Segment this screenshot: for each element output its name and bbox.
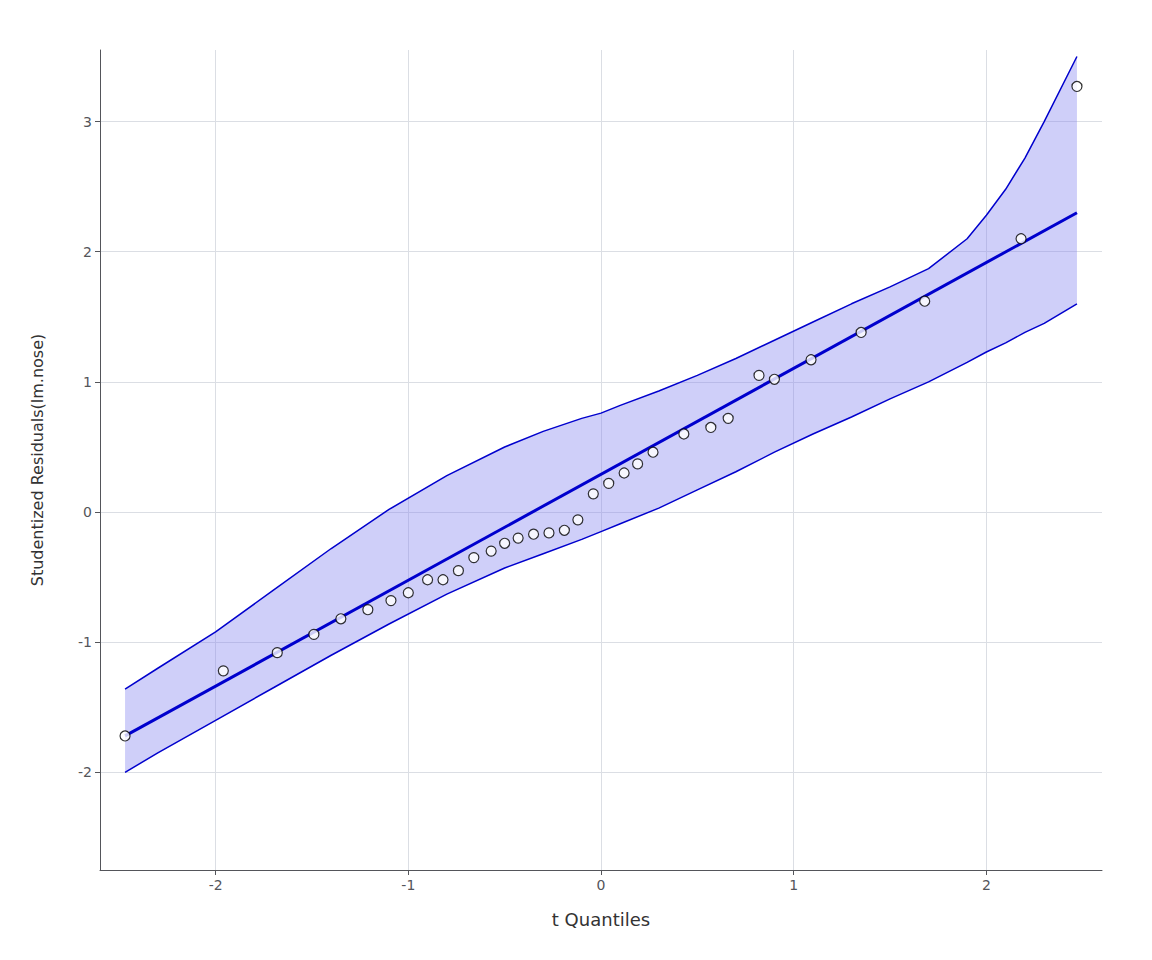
svg-text:3: 3 bbox=[83, 114, 92, 130]
svg-text:Studentized Residuals(lm.nose): Studentized Residuals(lm.nose) bbox=[28, 334, 47, 587]
svg-text:0: 0 bbox=[83, 504, 92, 520]
svg-text:2: 2 bbox=[982, 877, 991, 893]
svg-text:1: 1 bbox=[789, 877, 798, 893]
svg-text:-2: -2 bbox=[209, 877, 223, 893]
svg-text:t Quantiles: t Quantiles bbox=[552, 909, 650, 930]
svg-text:-1: -1 bbox=[78, 634, 92, 650]
svg-text:2: 2 bbox=[83, 244, 92, 260]
svg-text:-2: -2 bbox=[78, 764, 92, 780]
svg-text:1: 1 bbox=[83, 374, 92, 390]
svg-text:-1: -1 bbox=[401, 877, 415, 893]
svg-text:0: 0 bbox=[597, 877, 606, 893]
